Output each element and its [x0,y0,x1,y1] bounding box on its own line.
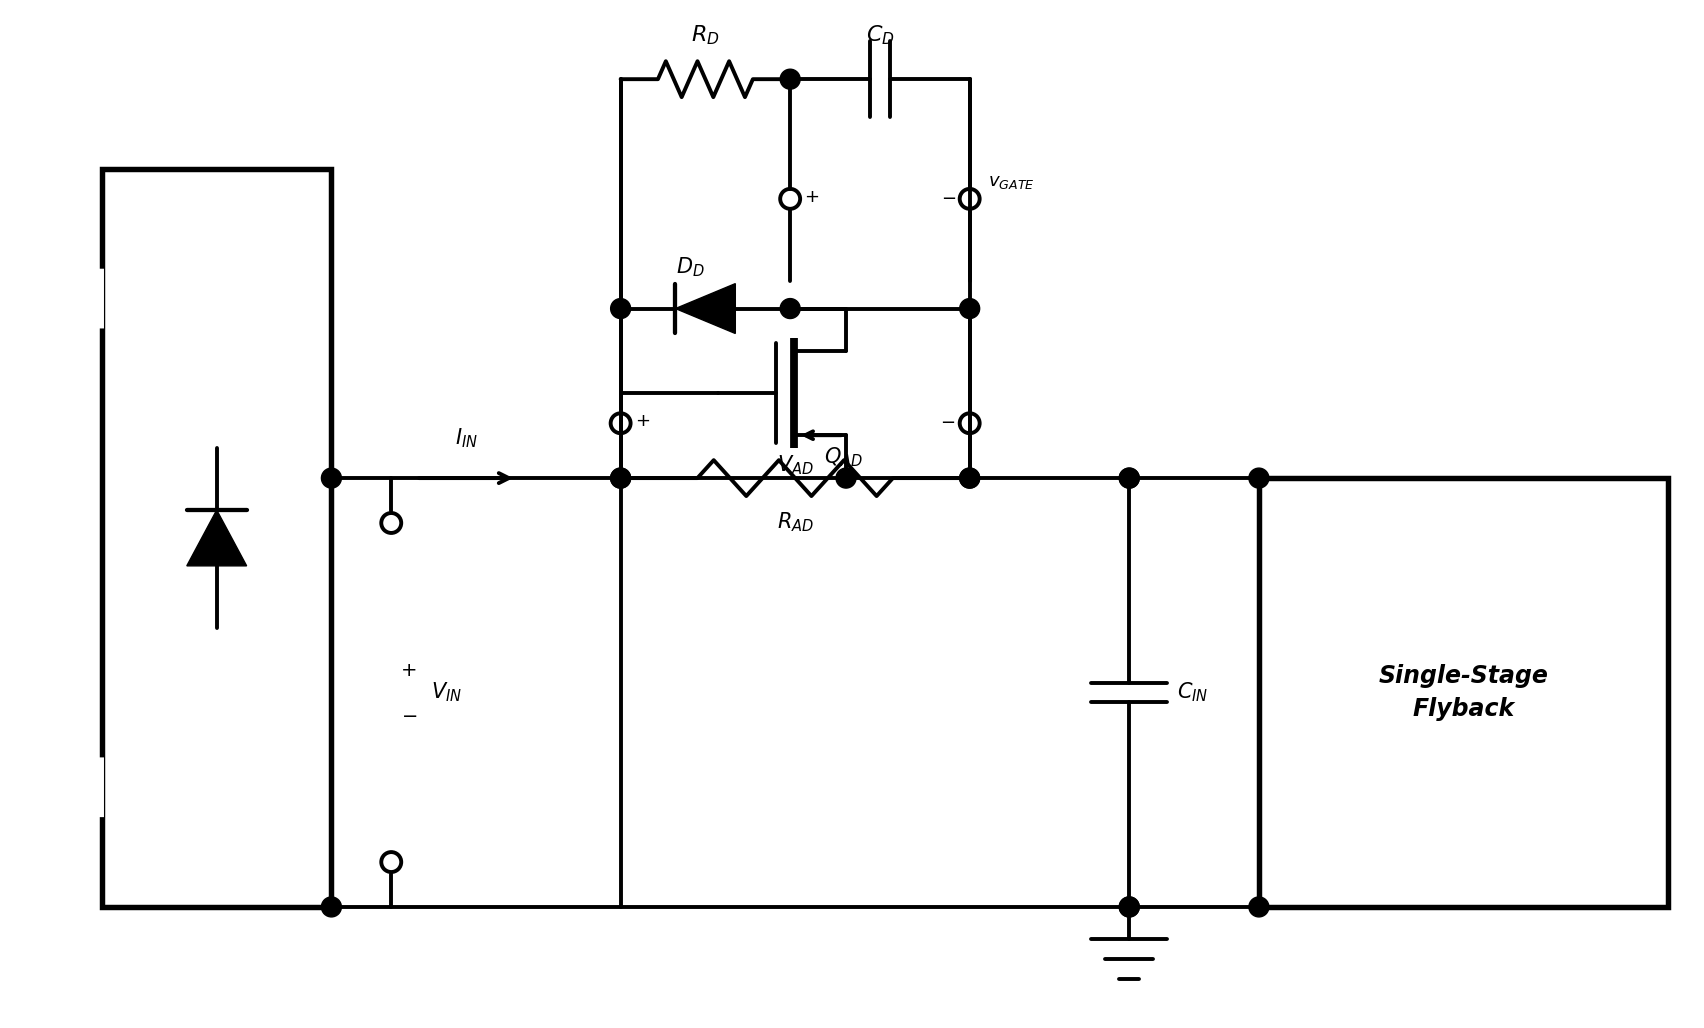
Polygon shape [187,510,247,565]
Text: $\mathbf{\mathit{V_{IN}}}$: $\mathbf{\mathit{V_{IN}}}$ [431,681,462,704]
Circle shape [1120,897,1140,917]
Circle shape [1120,897,1140,917]
Text: $\mathbf{\mathit{C_{IN}}}$: $\mathbf{\mathit{C_{IN}}}$ [1177,681,1208,704]
Text: +: + [636,412,651,431]
Text: $\mathbf{\mathit{C_D}}$: $\mathbf{\mathit{C_D}}$ [866,24,895,47]
Circle shape [1249,468,1269,488]
Text: $\mathbf{\mathit{V_{AD}}}$: $\mathbf{\mathit{V_{AD}}}$ [777,453,813,477]
Text: $-$: $-$ [939,412,954,431]
Text: Single-Stage
Flyback: Single-Stage Flyback [1379,664,1549,722]
Circle shape [959,298,980,319]
Polygon shape [41,760,102,815]
Text: $\mathbf{\mathit{R_D}}$: $\mathbf{\mathit{R_D}}$ [692,24,719,47]
Text: $\mathbf{\mathit{v_{GATE}}}$: $\mathbf{\mathit{v_{GATE}}}$ [988,173,1034,191]
Bar [1259,478,1668,907]
Text: +: + [804,188,820,206]
Circle shape [1120,468,1140,488]
Circle shape [322,468,341,488]
Text: $\mathbf{\mathit{R_{AD}}}$: $\mathbf{\mathit{R_{AD}}}$ [777,510,815,534]
Polygon shape [41,270,102,327]
Circle shape [610,298,630,319]
Circle shape [610,468,630,488]
Text: $-$: $-$ [941,188,956,206]
Text: +: + [400,661,417,681]
Circle shape [780,298,801,319]
Circle shape [780,69,801,89]
Text: $\mathbf{\mathit{I_{IN}}}$: $\mathbf{\mathit{I_{IN}}}$ [455,427,477,450]
Circle shape [837,468,855,488]
Circle shape [610,468,630,488]
Polygon shape [675,284,736,333]
Circle shape [1120,468,1140,488]
Circle shape [1249,897,1269,917]
Circle shape [322,897,341,917]
Bar [102,169,331,907]
Circle shape [959,468,980,488]
Text: $-$: $-$ [400,705,417,724]
Circle shape [959,468,980,488]
Text: $\mathbf{\mathit{D_D}}$: $\mathbf{\mathit{D_D}}$ [676,255,705,279]
Text: $\mathbf{\mathit{Q_{AD}}}$: $\mathbf{\mathit{Q_{AD}}}$ [823,445,862,469]
